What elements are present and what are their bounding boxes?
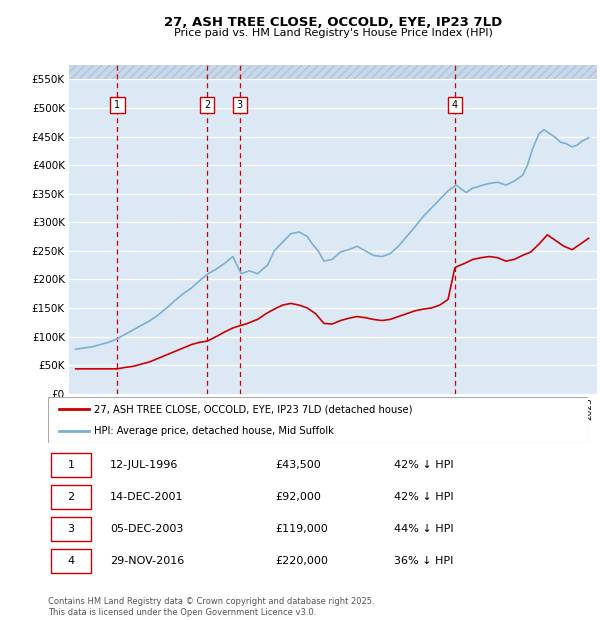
Text: 2003: 2003 (220, 397, 229, 420)
FancyBboxPatch shape (233, 97, 247, 113)
FancyBboxPatch shape (50, 485, 91, 509)
Text: 4: 4 (452, 100, 458, 110)
Text: 2014: 2014 (402, 397, 411, 420)
Text: 2021: 2021 (518, 397, 527, 420)
Text: 1999: 1999 (154, 397, 163, 420)
Text: 2012: 2012 (369, 397, 378, 420)
Text: 2020: 2020 (502, 397, 511, 420)
Text: 2024: 2024 (568, 397, 577, 420)
Text: 2001: 2001 (187, 397, 196, 420)
Text: 2011: 2011 (353, 397, 361, 420)
FancyBboxPatch shape (110, 97, 125, 113)
Text: 1: 1 (115, 100, 121, 110)
Text: £220,000: £220,000 (275, 556, 328, 565)
Text: 2000: 2000 (170, 397, 179, 420)
Text: Price paid vs. HM Land Registry's House Price Index (HPI): Price paid vs. HM Land Registry's House … (173, 28, 493, 38)
Text: 2004: 2004 (236, 397, 245, 420)
Text: HPI: Average price, detached house, Mid Suffolk: HPI: Average price, detached house, Mid … (94, 426, 334, 436)
Text: 2005: 2005 (253, 397, 262, 420)
FancyBboxPatch shape (200, 97, 214, 113)
Text: 42% ↓ HPI: 42% ↓ HPI (394, 492, 453, 502)
Text: 1994: 1994 (71, 397, 80, 420)
FancyBboxPatch shape (48, 397, 588, 443)
Text: 2025: 2025 (584, 397, 593, 420)
FancyBboxPatch shape (448, 97, 462, 113)
Text: 29-NOV-2016: 29-NOV-2016 (110, 556, 184, 565)
Text: 42% ↓ HPI: 42% ↓ HPI (394, 461, 453, 471)
Text: 2023: 2023 (551, 397, 560, 420)
Text: 2022: 2022 (535, 397, 544, 420)
Text: 3: 3 (67, 524, 74, 534)
Text: 12-JUL-1996: 12-JUL-1996 (110, 461, 178, 471)
FancyBboxPatch shape (50, 549, 91, 573)
Text: 2017: 2017 (452, 397, 461, 420)
Text: 2019: 2019 (485, 397, 494, 420)
Text: 2010: 2010 (336, 397, 345, 420)
FancyBboxPatch shape (50, 453, 91, 477)
Text: 27, ASH TREE CLOSE, OCCOLD, EYE, IP23 7LD: 27, ASH TREE CLOSE, OCCOLD, EYE, IP23 7L… (164, 16, 502, 29)
Text: 2006: 2006 (270, 397, 279, 420)
Text: 05-DEC-2003: 05-DEC-2003 (110, 524, 184, 534)
Text: 2016: 2016 (435, 397, 444, 420)
Text: 2015: 2015 (419, 397, 428, 420)
Text: 2007: 2007 (286, 397, 295, 420)
Text: 2: 2 (204, 100, 211, 110)
Text: Contains HM Land Registry data © Crown copyright and database right 2025.
This d: Contains HM Land Registry data © Crown c… (48, 598, 374, 617)
Text: 2002: 2002 (203, 397, 212, 420)
Text: 1997: 1997 (121, 397, 130, 420)
Text: 3: 3 (237, 100, 243, 110)
Text: 44% ↓ HPI: 44% ↓ HPI (394, 524, 453, 534)
Text: £119,000: £119,000 (275, 524, 328, 534)
Text: 14-DEC-2001: 14-DEC-2001 (110, 492, 184, 502)
Text: 2008: 2008 (303, 397, 312, 420)
Text: 4: 4 (67, 556, 74, 565)
Text: £43,500: £43,500 (275, 461, 320, 471)
Text: 1995: 1995 (88, 397, 97, 420)
Text: 2013: 2013 (386, 397, 395, 420)
FancyBboxPatch shape (50, 517, 91, 541)
Text: 1998: 1998 (137, 397, 146, 420)
Text: 1: 1 (67, 461, 74, 471)
Text: 2018: 2018 (469, 397, 478, 420)
Text: £92,000: £92,000 (275, 492, 320, 502)
Text: 27, ASH TREE CLOSE, OCCOLD, EYE, IP23 7LD (detached house): 27, ASH TREE CLOSE, OCCOLD, EYE, IP23 7L… (94, 404, 412, 414)
Text: 2009: 2009 (319, 397, 328, 420)
Text: 2: 2 (67, 492, 74, 502)
Text: 1996: 1996 (104, 397, 113, 420)
Text: 36% ↓ HPI: 36% ↓ HPI (394, 556, 453, 565)
